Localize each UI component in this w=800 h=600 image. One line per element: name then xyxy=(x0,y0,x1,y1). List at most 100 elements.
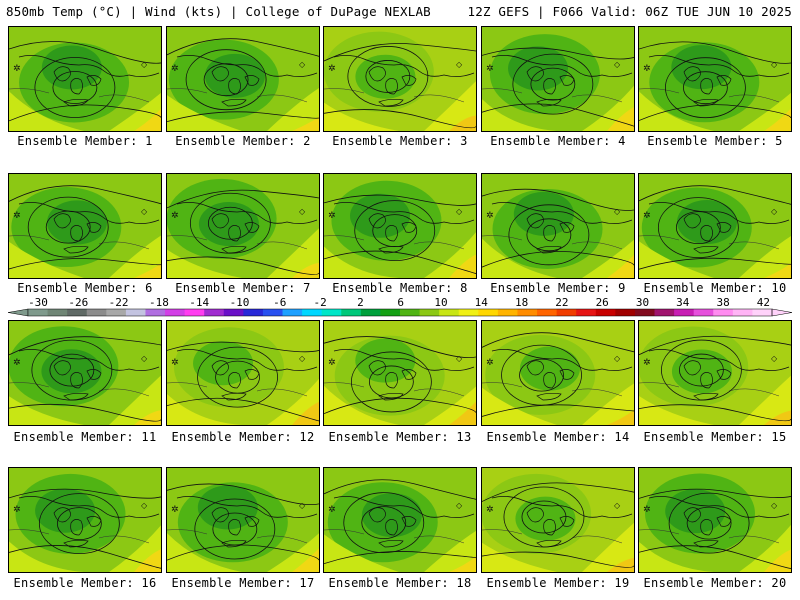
wind-barb: ✲ xyxy=(13,211,21,221)
ensemble-panel: ✲ ◇ xyxy=(323,467,477,573)
ensemble-member-label: Ensemble Member: 17 xyxy=(171,576,315,590)
height-contour xyxy=(482,47,634,60)
colorbar-swatch xyxy=(47,309,68,316)
coastline xyxy=(333,496,475,518)
warm-region xyxy=(482,238,557,278)
height-contour xyxy=(31,339,113,401)
height-contour xyxy=(482,551,634,568)
height-contour xyxy=(343,492,425,554)
height-contour xyxy=(350,351,432,413)
colorbar-swatch xyxy=(458,309,479,316)
ensemble-panel: ✲ ◇ xyxy=(8,320,162,426)
warm-region xyxy=(764,549,791,572)
wind-barb: ✲ xyxy=(486,64,494,74)
height-contour xyxy=(56,507,102,541)
height-contour xyxy=(9,185,161,205)
cool-core xyxy=(350,193,411,238)
colorbar-min-arrow xyxy=(7,308,29,317)
great-lakes xyxy=(53,213,102,254)
height-contour xyxy=(207,206,253,240)
ensemble-member-label: Ensemble Member: 10 xyxy=(643,281,787,295)
colorbar-swatch xyxy=(615,309,636,316)
warm-region xyxy=(324,246,399,278)
state-borders xyxy=(482,382,623,397)
warm-region xyxy=(607,409,634,425)
temperature-map: ✲ ◇ xyxy=(167,174,319,278)
height-contour xyxy=(661,339,742,401)
ensemble-member-label: Ensemble Member: 19 xyxy=(486,576,630,590)
wind-barb: ✲ xyxy=(13,64,21,74)
ensemble-member-label: Ensemble Member: 3 xyxy=(332,134,468,148)
warm-region xyxy=(167,533,242,572)
warm-region xyxy=(134,108,161,131)
temperature-map: ✲ ◇ xyxy=(9,321,161,425)
height-contour xyxy=(194,498,276,560)
height-contour xyxy=(482,251,634,268)
wind-barb: ✲ xyxy=(171,505,179,515)
wind-barb: ◇ xyxy=(614,207,621,216)
warm-region xyxy=(324,534,399,572)
wind-barb: ◇ xyxy=(456,501,463,510)
height-contour xyxy=(639,257,791,270)
colorbar-tick-label: -22 xyxy=(109,296,129,309)
height-contour xyxy=(324,479,476,500)
great-lakes xyxy=(526,507,575,548)
ensemble-member-label: Ensemble Member: 13 xyxy=(328,430,472,444)
colorbar-swatch xyxy=(400,309,420,316)
cool-core xyxy=(204,53,265,98)
height-contour xyxy=(167,38,319,57)
wind-barb: ◇ xyxy=(456,60,463,69)
height-contour xyxy=(167,341,319,353)
great-lakes xyxy=(526,66,575,107)
coastline xyxy=(176,202,318,224)
ensemble-panel: ✲ ◇ xyxy=(166,320,320,426)
wind-barb: ◇ xyxy=(771,501,778,510)
warm-region xyxy=(639,541,714,572)
temperature-map: ✲ ◇ xyxy=(639,27,791,131)
height-contour xyxy=(482,332,634,353)
warm-region xyxy=(109,235,161,278)
state-borders xyxy=(324,382,465,397)
height-contour xyxy=(361,506,407,540)
colorbar-swatch xyxy=(576,309,597,316)
temperature-map: ✲ ◇ xyxy=(482,27,634,131)
warm-region xyxy=(134,263,161,278)
coastline xyxy=(491,496,633,518)
temperature-map: ✲ ◇ xyxy=(639,468,791,572)
temperature-colorbar: -30 -26 -22 -18 -14 -10 -6 -2 2 6 10 14 18 22 26 30 34 38… xyxy=(7,296,793,317)
wind-barb: ✲ xyxy=(171,211,179,221)
wind-barb: ✲ xyxy=(643,358,651,368)
cool-core xyxy=(41,349,102,394)
height-contour xyxy=(657,197,739,259)
colorbar-swatch xyxy=(67,309,88,316)
colorbar-swatch xyxy=(28,309,48,316)
height-contour xyxy=(38,493,120,555)
coastline xyxy=(18,496,160,518)
height-contour xyxy=(639,104,791,121)
height-contour xyxy=(324,336,476,358)
warm-region xyxy=(449,556,476,572)
colorbar-tick-label: 6 xyxy=(397,296,404,309)
coastline xyxy=(648,349,790,371)
height-contour xyxy=(639,488,791,499)
height-contour xyxy=(212,512,258,546)
wind-barb: ✲ xyxy=(328,211,336,221)
height-contour xyxy=(34,57,116,118)
ensemble-panel: ✲ ◇ xyxy=(323,320,477,426)
height-contour xyxy=(639,185,791,205)
wind-barb: ✲ xyxy=(328,358,336,368)
height-contour xyxy=(503,486,585,548)
height-contour xyxy=(354,200,436,262)
height-contour xyxy=(675,211,721,245)
wind-barb: ✲ xyxy=(13,505,21,515)
ensemble-panel: ✲ ◇ xyxy=(638,467,792,573)
warm-region xyxy=(9,396,84,425)
height-contour xyxy=(686,506,732,540)
great-lakes xyxy=(368,213,417,254)
great-lakes xyxy=(211,507,260,548)
height-contour xyxy=(324,43,476,62)
colorbar-tick-label: 34 xyxy=(676,296,690,309)
state-borders xyxy=(9,529,150,544)
ensemble-member-label: Ensemble Member: 9 xyxy=(490,281,626,295)
height-contour xyxy=(639,545,791,569)
